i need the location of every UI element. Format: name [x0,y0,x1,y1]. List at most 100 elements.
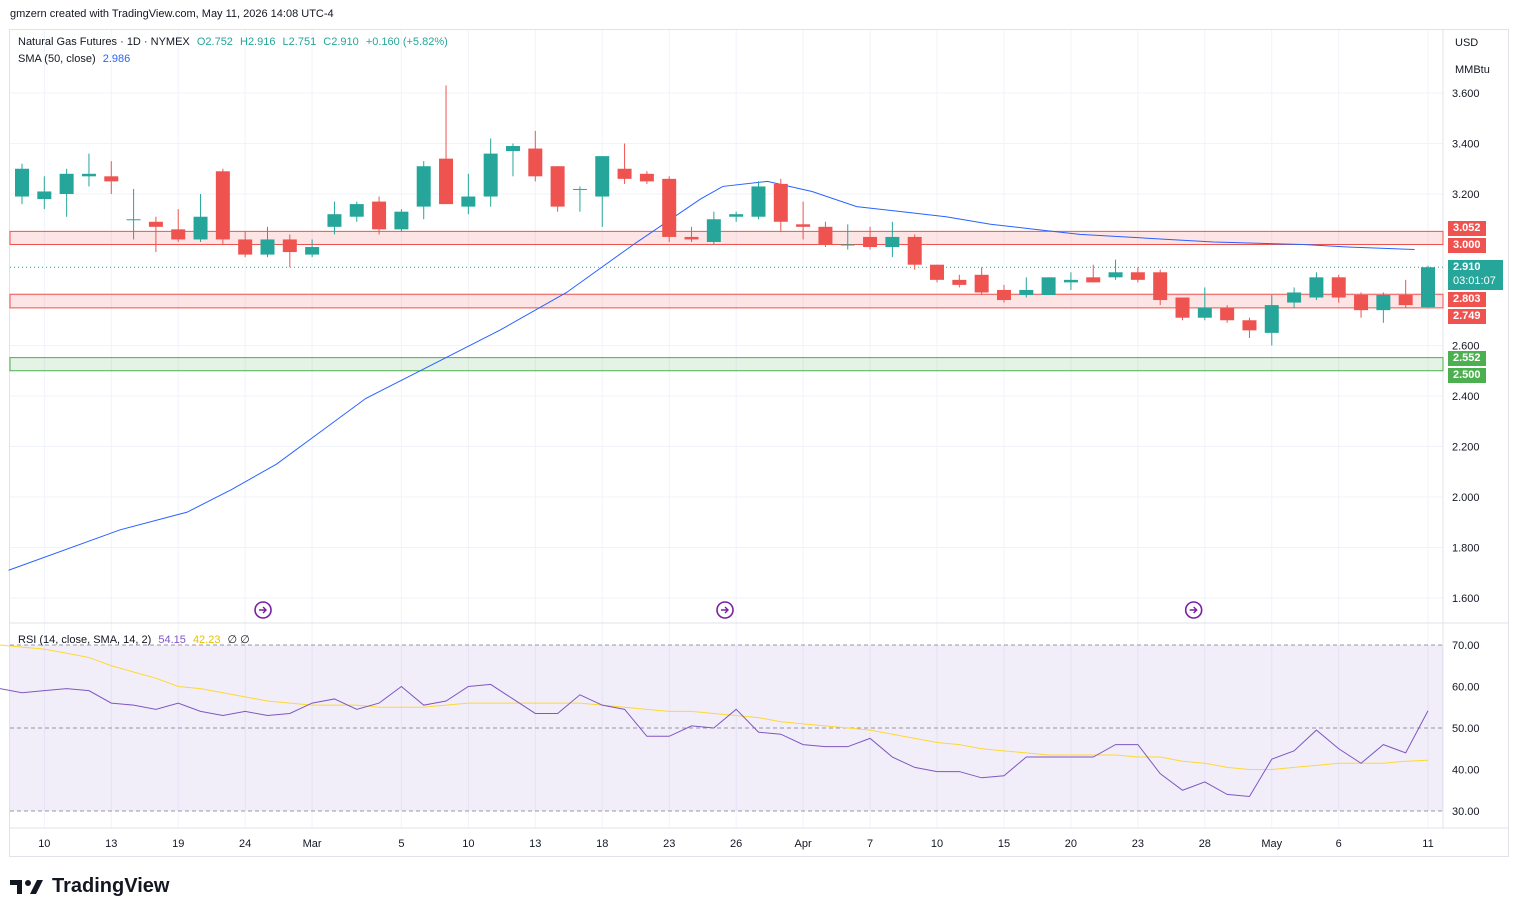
candlesticks [15,85,1435,346]
candle-body [439,158,454,205]
candle [840,224,855,250]
candle [416,161,431,220]
tradingview-logo[interactable]: TradingView [10,875,169,898]
candle-body [1354,295,1369,311]
candle [528,130,543,182]
price-tick-label: 2.200 [1452,442,1480,454]
candle [126,188,141,240]
countdown-value: 03:01:07 [1453,275,1496,287]
candle [974,267,989,295]
time-tick-label: 24 [239,838,251,850]
candle [439,85,454,205]
rsi-tick-label: 60.00 [1452,682,1480,694]
candle [595,156,610,227]
candle-body [885,236,900,248]
candle [572,186,587,212]
candle-body [729,214,744,217]
event-marker-arrow [259,606,268,614]
candle [706,211,721,245]
zone-support [9,357,1444,372]
time-tick-label: 15 [998,838,1010,850]
candle-body [215,171,230,240]
candle-body [706,219,721,242]
candle [461,173,476,215]
candle [1421,265,1435,308]
candle-body [59,173,74,194]
price-tick-label: 1.800 [1452,543,1480,555]
candle-body [305,247,320,255]
symbol-title[interactable]: Natural Gas Futures · 1D · NYMEX [18,36,190,48]
time-tick-label: 10 [931,838,943,850]
event-marker-icon[interactable] [716,601,734,619]
candle-body [260,239,275,255]
candle [818,221,833,248]
candle [305,239,320,258]
candle-body [505,146,520,152]
candle [1398,279,1413,308]
candle [729,211,744,222]
rsi-value: 54.15 [158,634,186,646]
candle-body [461,196,476,207]
candle-body [1331,277,1346,298]
candle-body [372,201,387,230]
event-marker-icon[interactable] [254,601,272,619]
price-tick-label: 2.000 [1452,492,1480,504]
candle [1376,292,1391,323]
rsi-extra: ∅ ∅ [227,634,250,646]
candle-body [996,289,1011,301]
last-price-value: 2.910 [1453,261,1481,273]
event-marker-icon[interactable] [1184,601,1203,619]
candle [930,264,945,283]
candle [1041,277,1056,295]
rsi-tick-label: 70.00 [1452,640,1480,652]
time-tick-label: 10 [462,838,474,850]
rsi-sma-line [0,644,1429,770]
badge-r1-top: 3.052 [1448,221,1486,236]
badge-r2-top: 2.803 [1448,292,1486,307]
candle [1242,317,1257,338]
currency-label[interactable]: USD [1455,37,1479,49]
rsi-pane: 30.00 40.00 50.00 60.00 70.00 [0,640,1480,818]
rsi-label[interactable]: RSI (14, close, SMA, 14, 2) [18,634,152,646]
candle [1197,287,1212,321]
candle [260,226,275,258]
price-tick-label: 1.600 [1452,593,1480,605]
unit-label[interactable]: MMBtu [1455,64,1490,76]
rsi-line [0,683,1429,798]
candle-body [528,148,543,177]
time-tick-label: May [1261,838,1282,850]
attribution-header: gmzern created with TradingView.com, May… [10,8,334,20]
candle [617,143,632,184]
candle [639,171,654,184]
candle-body [751,186,766,217]
candle [37,176,52,210]
candle-body [1220,307,1235,321]
candle-body [1197,307,1212,318]
last-price-badge: 2.910 03:01:07 [1448,260,1503,290]
time-axis: 10 13 19 24 Mar 5 10 13 18 23 26 Apr 7 10 15 20 23 28 May 6… [38,838,1434,850]
candle [15,163,29,205]
candle-body [1421,267,1435,308]
candle [1108,259,1123,280]
candle [662,176,677,242]
time-tick-label: 13 [105,838,117,850]
badge-r1-bottom: 3.000 [1448,238,1486,253]
candle [796,201,811,240]
price-tick-label: 2.600 [1452,341,1480,353]
candle-body [126,219,141,221]
low-value: L2.751 [282,36,317,48]
sma-label[interactable]: SMA (50, close) [18,53,96,65]
candle-body [662,178,677,237]
candle [550,166,565,212]
candle [684,226,699,242]
candle [751,181,766,220]
sma-line [8,180,1415,571]
candle-body [416,166,431,207]
time-tick-label: 5 [398,838,404,850]
candle-body [394,211,409,230]
candle-body [1175,297,1190,318]
candle [863,226,878,250]
candle [483,138,498,207]
sma-polyline [8,180,1415,571]
